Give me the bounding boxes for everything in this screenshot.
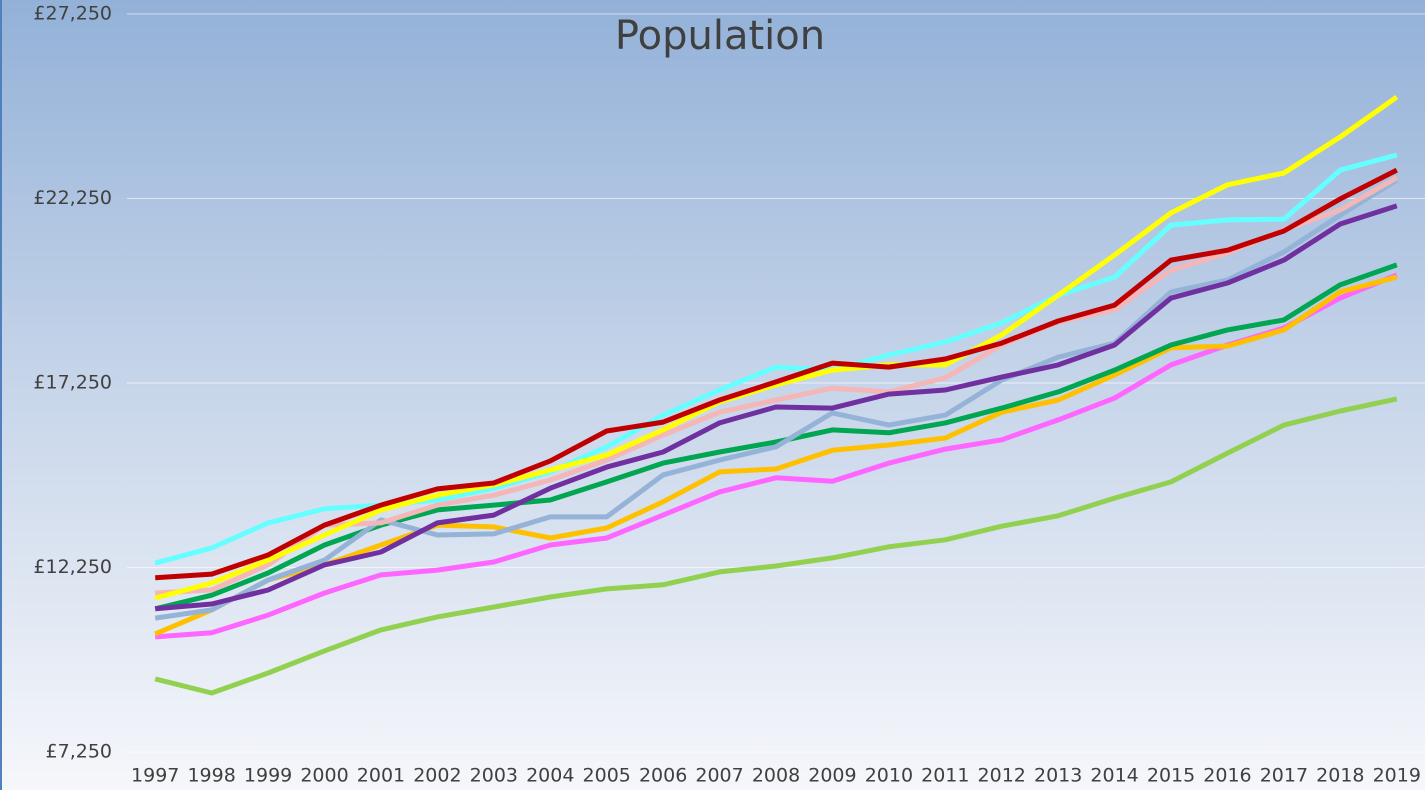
- series-line: [154, 177, 1399, 621]
- x-tick-label: 2013: [1034, 765, 1082, 787]
- series-line: [155, 272, 1398, 640]
- x-tick-label: 2017: [1260, 765, 1308, 787]
- x-tick-label: 2016: [1203, 765, 1251, 787]
- left-border: [0, 0, 2, 790]
- series-line: [154, 152, 1398, 566]
- x-tick-label: 1998: [187, 765, 235, 787]
- series-line: [155, 175, 1399, 596]
- series-line: [154, 94, 1399, 601]
- x-tick-label: 2018: [1316, 765, 1364, 787]
- x-tick-label: 2001: [357, 765, 405, 787]
- x-tick-label: 2015: [1147, 765, 1195, 787]
- series-line: [154, 274, 1398, 637]
- x-tick-label: 1999: [244, 765, 292, 787]
- y-tick-label: £22,250: [33, 187, 112, 209]
- x-tick-label: 1997: [131, 765, 179, 787]
- x-tick-label: 2011: [921, 765, 969, 787]
- chart-title: Population: [615, 13, 825, 59]
- x-tick-label: 2009: [808, 765, 856, 787]
- series-line: [154, 203, 1398, 612]
- x-tick-label: 2004: [526, 765, 574, 787]
- x-tick-label: 2010: [865, 765, 913, 787]
- x-tick-label: 2019: [1373, 765, 1421, 787]
- series-line: [155, 167, 1398, 581]
- x-tick-label: 2007: [695, 765, 743, 787]
- x-tick-label: 2002: [413, 765, 461, 787]
- x-tick-label: 2008: [752, 765, 800, 787]
- x-tick-label: 2006: [639, 765, 687, 787]
- x-tick-label: 2000: [300, 765, 348, 787]
- y-tick-label: £27,250: [33, 3, 112, 25]
- y-tick-label: £17,250: [33, 372, 112, 394]
- x-tick-label: 2003: [470, 765, 518, 787]
- series-line: [154, 396, 1398, 696]
- y-tick-label: £7,250: [46, 741, 112, 763]
- x-tick-label: 2005: [583, 765, 631, 787]
- x-tick-label: 2014: [1090, 765, 1138, 787]
- x-tick-label: 2012: [978, 765, 1026, 787]
- y-tick-label: £12,250: [33, 556, 112, 578]
